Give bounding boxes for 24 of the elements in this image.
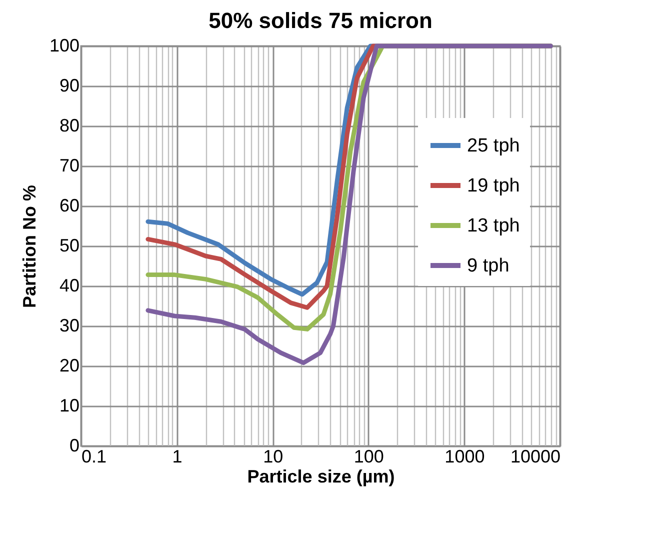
x-axis-title: Particle size (µm)	[247, 466, 395, 486]
y-tick-label: 70	[59, 156, 80, 176]
x-tick-label: 1000	[444, 446, 485, 466]
legend-label: 25 tph	[467, 136, 520, 156]
x-tick-label: 10000	[510, 446, 560, 466]
y-tick-label: 60	[59, 196, 80, 216]
legend-label: 19 tph	[467, 176, 520, 196]
y-axis-title: Partition No %	[19, 184, 40, 308]
y-tick-label: 80	[59, 116, 80, 136]
y-tick-label: 20	[59, 356, 80, 376]
legend-label: 13 tph	[467, 216, 520, 236]
y-tick-label: 40	[59, 276, 80, 296]
y-tick-label: 100	[49, 36, 80, 56]
y-tick-label: 10	[59, 396, 80, 416]
y-tick-label: 90	[59, 76, 80, 96]
chart-title: 50% solids 75 micron	[208, 8, 432, 33]
x-tick-label: 100	[354, 446, 384, 466]
legend-label: 9 tph	[467, 256, 510, 276]
x-tick-label: 0.1	[82, 446, 107, 466]
x-tick-label: 1	[172, 446, 182, 466]
x-tick-label: 10	[263, 446, 284, 466]
y-tick-label: 0	[69, 436, 80, 456]
y-tick-label: 50	[59, 236, 80, 256]
y-tick-label: 30	[59, 316, 80, 336]
